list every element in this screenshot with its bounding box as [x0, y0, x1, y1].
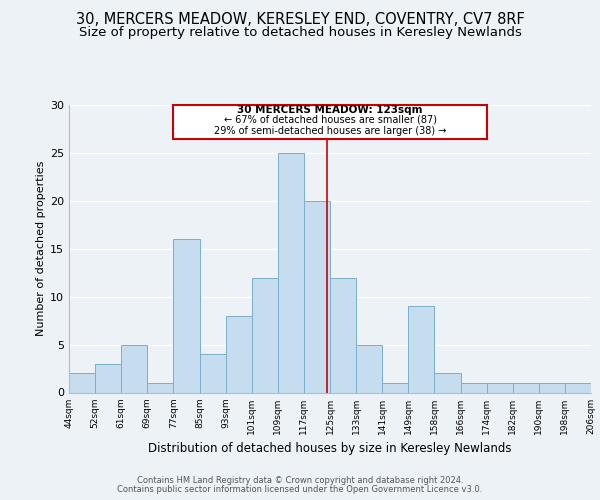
Bar: [95, 364, 121, 392]
Bar: [69, 374, 95, 392]
Bar: [304, 201, 330, 392]
Bar: [226, 316, 252, 392]
Bar: [330, 278, 356, 392]
Bar: [434, 374, 461, 392]
Bar: [487, 383, 513, 392]
Text: Contains public sector information licensed under the Open Government Licence v3: Contains public sector information licen…: [118, 485, 482, 494]
Bar: [382, 383, 409, 392]
Bar: [539, 383, 565, 392]
Text: Size of property relative to detached houses in Keresley Newlands: Size of property relative to detached ho…: [79, 26, 521, 39]
FancyBboxPatch shape: [173, 105, 487, 138]
Bar: [565, 383, 591, 392]
Bar: [513, 383, 539, 392]
Bar: [148, 383, 173, 392]
Text: ← 67% of detached houses are smaller (87): ← 67% of detached houses are smaller (87…: [223, 114, 437, 124]
Text: 30 MERCERS MEADOW: 123sqm: 30 MERCERS MEADOW: 123sqm: [237, 105, 423, 115]
Bar: [356, 344, 382, 393]
X-axis label: Distribution of detached houses by size in Keresley Newlands: Distribution of detached houses by size …: [148, 442, 512, 455]
Bar: [461, 383, 487, 392]
Text: Contains HM Land Registry data © Crown copyright and database right 2024.: Contains HM Land Registry data © Crown c…: [137, 476, 463, 485]
Y-axis label: Number of detached properties: Number of detached properties: [36, 161, 46, 336]
Bar: [199, 354, 226, 393]
Text: 29% of semi-detached houses are larger (38) →: 29% of semi-detached houses are larger (…: [214, 126, 446, 136]
Bar: [121, 344, 148, 393]
Bar: [173, 239, 199, 392]
Text: 30, MERCERS MEADOW, KERESLEY END, COVENTRY, CV7 8RF: 30, MERCERS MEADOW, KERESLEY END, COVENT…: [76, 12, 524, 28]
Bar: [252, 278, 278, 392]
Bar: [409, 306, 434, 392]
Bar: [278, 153, 304, 392]
